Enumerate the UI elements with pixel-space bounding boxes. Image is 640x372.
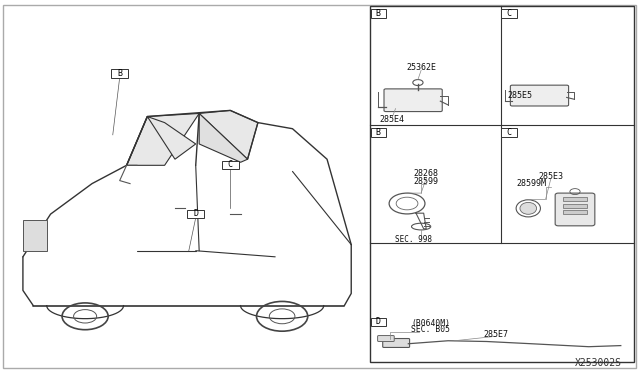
Bar (371, 318, 386, 326)
Bar (188, 210, 204, 218)
Text: C: C (507, 9, 511, 18)
Polygon shape (127, 113, 199, 165)
Bar (111, 69, 128, 77)
Text: 285E3: 285E3 (538, 172, 563, 181)
Text: 28268: 28268 (413, 169, 439, 178)
Polygon shape (199, 110, 258, 159)
FancyBboxPatch shape (384, 89, 442, 112)
Text: SEC. 998: SEC. 998 (395, 235, 432, 244)
Bar (563, 203, 586, 208)
Text: X253002S: X253002S (575, 357, 622, 368)
Text: C: C (507, 128, 511, 137)
Bar (371, 9, 386, 17)
Text: B: B (376, 128, 381, 137)
Bar (222, 161, 239, 169)
Text: SEC. B05: SEC. B05 (411, 325, 450, 334)
Text: (B0640M): (B0640M) (411, 319, 450, 328)
Ellipse shape (520, 202, 536, 214)
Text: D: D (193, 209, 198, 218)
Bar (501, 128, 516, 137)
FancyBboxPatch shape (383, 339, 410, 347)
Text: 28599: 28599 (413, 177, 439, 186)
Bar (563, 197, 586, 201)
FancyBboxPatch shape (510, 85, 568, 106)
Text: 285E5: 285E5 (507, 91, 532, 100)
FancyBboxPatch shape (555, 193, 595, 226)
FancyBboxPatch shape (378, 336, 394, 341)
Text: 285E4: 285E4 (380, 115, 405, 124)
Text: B: B (117, 69, 122, 78)
Polygon shape (147, 116, 196, 159)
Polygon shape (199, 113, 248, 162)
Bar (501, 9, 516, 17)
Text: C: C (228, 160, 233, 169)
Text: 25362E: 25362E (406, 63, 436, 72)
Text: 28599M: 28599M (516, 179, 547, 188)
Text: D: D (376, 317, 381, 326)
Bar (370, 6, 634, 362)
Text: B: B (376, 9, 381, 18)
Bar (563, 210, 586, 214)
Text: 285E7: 285E7 (483, 330, 509, 339)
Bar (371, 128, 386, 137)
Bar (23, 220, 47, 251)
